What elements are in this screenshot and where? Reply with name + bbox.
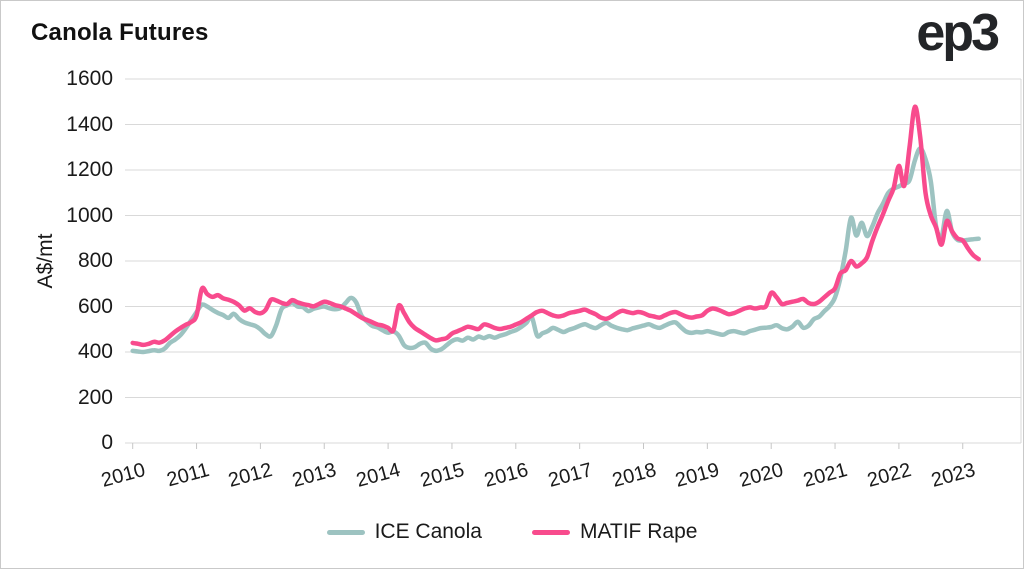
y-tick-label: 0 [101, 431, 113, 454]
series-line-ice-canola [130, 146, 981, 355]
y-tick-label: 600 [77, 294, 113, 318]
y-tick-label: 400 [77, 340, 113, 363]
y-tick-label: 1000 [66, 203, 113, 227]
ep3-logo: ep3 [916, 4, 1000, 62]
legend-item-matif-rape: MATIF Rape [531, 520, 698, 544]
y-tick-label: 1200 [66, 158, 113, 181]
y-tick-label: 1600 [66, 67, 113, 90]
legend: ICE Canola MATIF Rape [1, 520, 1023, 544]
legend-label: ICE Canola [374, 520, 482, 543]
y-tick-label: 200 [77, 385, 113, 409]
legend-item-ice-canola: ICE Canola [326, 520, 482, 544]
y-tick-label: 1400 [66, 112, 113, 136]
legend-label: MATIF Rape [579, 520, 698, 543]
series-line-matif-rape [130, 104, 981, 348]
y-tick-label: 800 [77, 249, 113, 272]
chart-title: Canola Futures [31, 19, 209, 46]
legend-swatch [531, 529, 570, 535]
legend-swatch [326, 529, 365, 535]
